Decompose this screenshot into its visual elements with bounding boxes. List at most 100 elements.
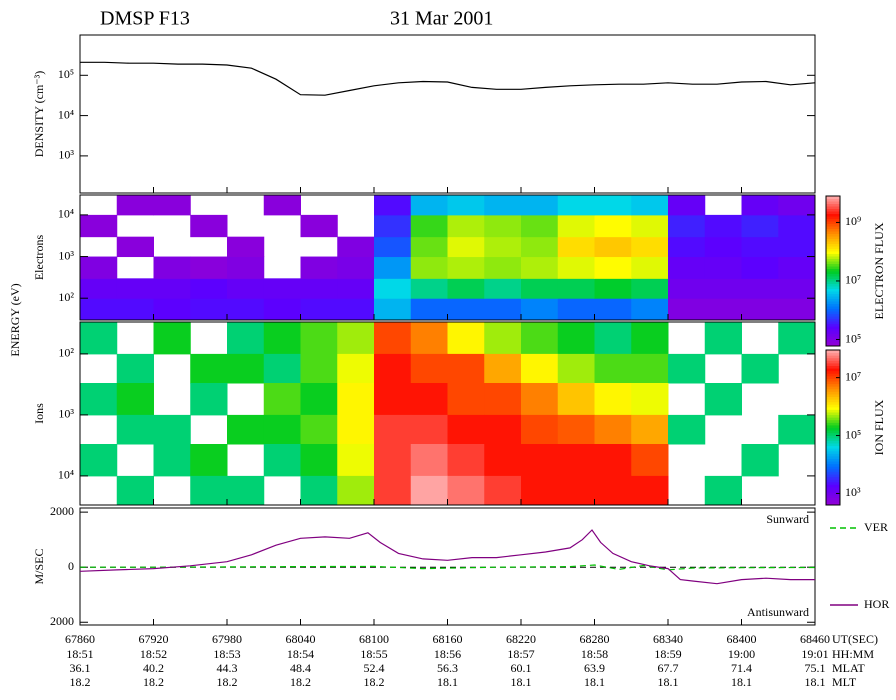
flux-cell (447, 414, 485, 445)
flux-cell (484, 475, 522, 506)
x-tick-label: 68460 (800, 632, 830, 646)
y-tick-label: 2000 (50, 614, 74, 628)
row-value: 18:52 (140, 647, 167, 661)
flux-cell (447, 195, 485, 216)
colorbar-step (826, 288, 840, 292)
flux-cell (631, 195, 669, 216)
flux-cell (263, 444, 301, 477)
colorbar-step (826, 453, 840, 457)
flux-cell (116, 353, 154, 384)
colorbar-step (826, 226, 840, 229)
colorbar-step (826, 406, 840, 410)
colorbar-frame (825, 349, 841, 506)
flux-cell (153, 414, 191, 445)
colorbar-step (826, 497, 840, 501)
colorbar-step (826, 203, 840, 207)
annotation: Sunward (766, 512, 809, 526)
row-value: 71.4 (731, 661, 752, 675)
flux-cell (80, 214, 118, 238)
flux-cell (300, 278, 338, 299)
colorbar-step (826, 248, 840, 252)
flux-cell (80, 322, 118, 355)
row-value: 18:59 (654, 647, 681, 661)
flux-cell (410, 278, 448, 299)
flux-cell (337, 322, 375, 355)
flux-cell (227, 256, 265, 279)
flux-cell (116, 298, 154, 321)
flux-cell (704, 322, 742, 355)
flux-cell (80, 444, 118, 477)
flux-cell (668, 298, 706, 321)
flux-cell (631, 236, 669, 258)
colorbar-step (826, 484, 840, 488)
flux-cell (447, 353, 485, 384)
colorbar-step (826, 236, 840, 239)
colorbar-step (826, 435, 840, 439)
flux-cell (410, 195, 448, 216)
flux-cell (116, 195, 154, 216)
flux-cell (153, 278, 191, 299)
annotation: Antisunward (747, 605, 809, 619)
colorbar-step (826, 303, 840, 307)
row-value: 18.2 (143, 675, 164, 689)
colorbar-step (826, 253, 840, 257)
colorbar-step (826, 251, 840, 254)
flux-cell (300, 383, 338, 416)
flux-cell (557, 298, 595, 321)
colorbar-step (826, 256, 840, 259)
row-value: 63.9 (584, 661, 605, 675)
row-value: 18.1 (437, 675, 458, 689)
y-tick-label: 10³ (58, 407, 74, 421)
flux-cell (594, 256, 632, 279)
flux-cell (557, 278, 595, 299)
flux-cell (631, 444, 669, 477)
flux-cell (778, 214, 816, 238)
flux-cell (557, 214, 595, 238)
colorbar-step (826, 293, 840, 297)
colorbar-step (826, 201, 840, 204)
flux-cell (263, 322, 301, 355)
flux-cell (374, 278, 412, 299)
colorbar-step (826, 313, 840, 317)
flux-cell (190, 383, 228, 416)
flux-cell (557, 236, 595, 258)
flux-cell (594, 414, 632, 445)
colorbar-step (826, 213, 840, 217)
flux-cell (153, 322, 191, 355)
flux-cell (190, 256, 228, 279)
flux-cell (778, 236, 816, 258)
flux-cell (668, 414, 706, 445)
flux-cell (557, 475, 595, 506)
colorbar-step (826, 268, 840, 272)
flux-cell (631, 256, 669, 279)
row-label: HH:MM (832, 647, 874, 661)
colorbar-tick-label: 10⁵ (845, 331, 861, 345)
flux-cell (410, 444, 448, 477)
colorbar-tick-label: 10⁷ (845, 273, 861, 287)
y-axis-label: DENSITY (cm⁻³) (32, 71, 46, 157)
legend-label: HOR (864, 597, 889, 611)
flux-cell (337, 475, 375, 506)
flux-cell (300, 256, 338, 279)
colorbar-step (826, 474, 840, 478)
flux-cell (80, 256, 118, 279)
colorbar-step (826, 223, 840, 227)
flux-cell (190, 444, 228, 477)
colorbar-step (826, 399, 840, 403)
colorbar-step (826, 437, 840, 441)
row-value: 19:00 (728, 647, 755, 661)
flux-cell (337, 298, 375, 321)
flux-cell (704, 256, 742, 279)
row-label: MLAT (832, 661, 865, 675)
colorbar-step (826, 432, 840, 436)
flux-cell (521, 298, 559, 321)
flux-cell (116, 236, 154, 258)
flux-cell (631, 298, 669, 321)
colorbar-step (826, 318, 840, 322)
flux-cell (484, 298, 522, 321)
colorbar-step (826, 357, 840, 361)
colorbar-step (826, 430, 840, 434)
flux-cell (374, 353, 412, 384)
colorbar-step (826, 208, 840, 212)
